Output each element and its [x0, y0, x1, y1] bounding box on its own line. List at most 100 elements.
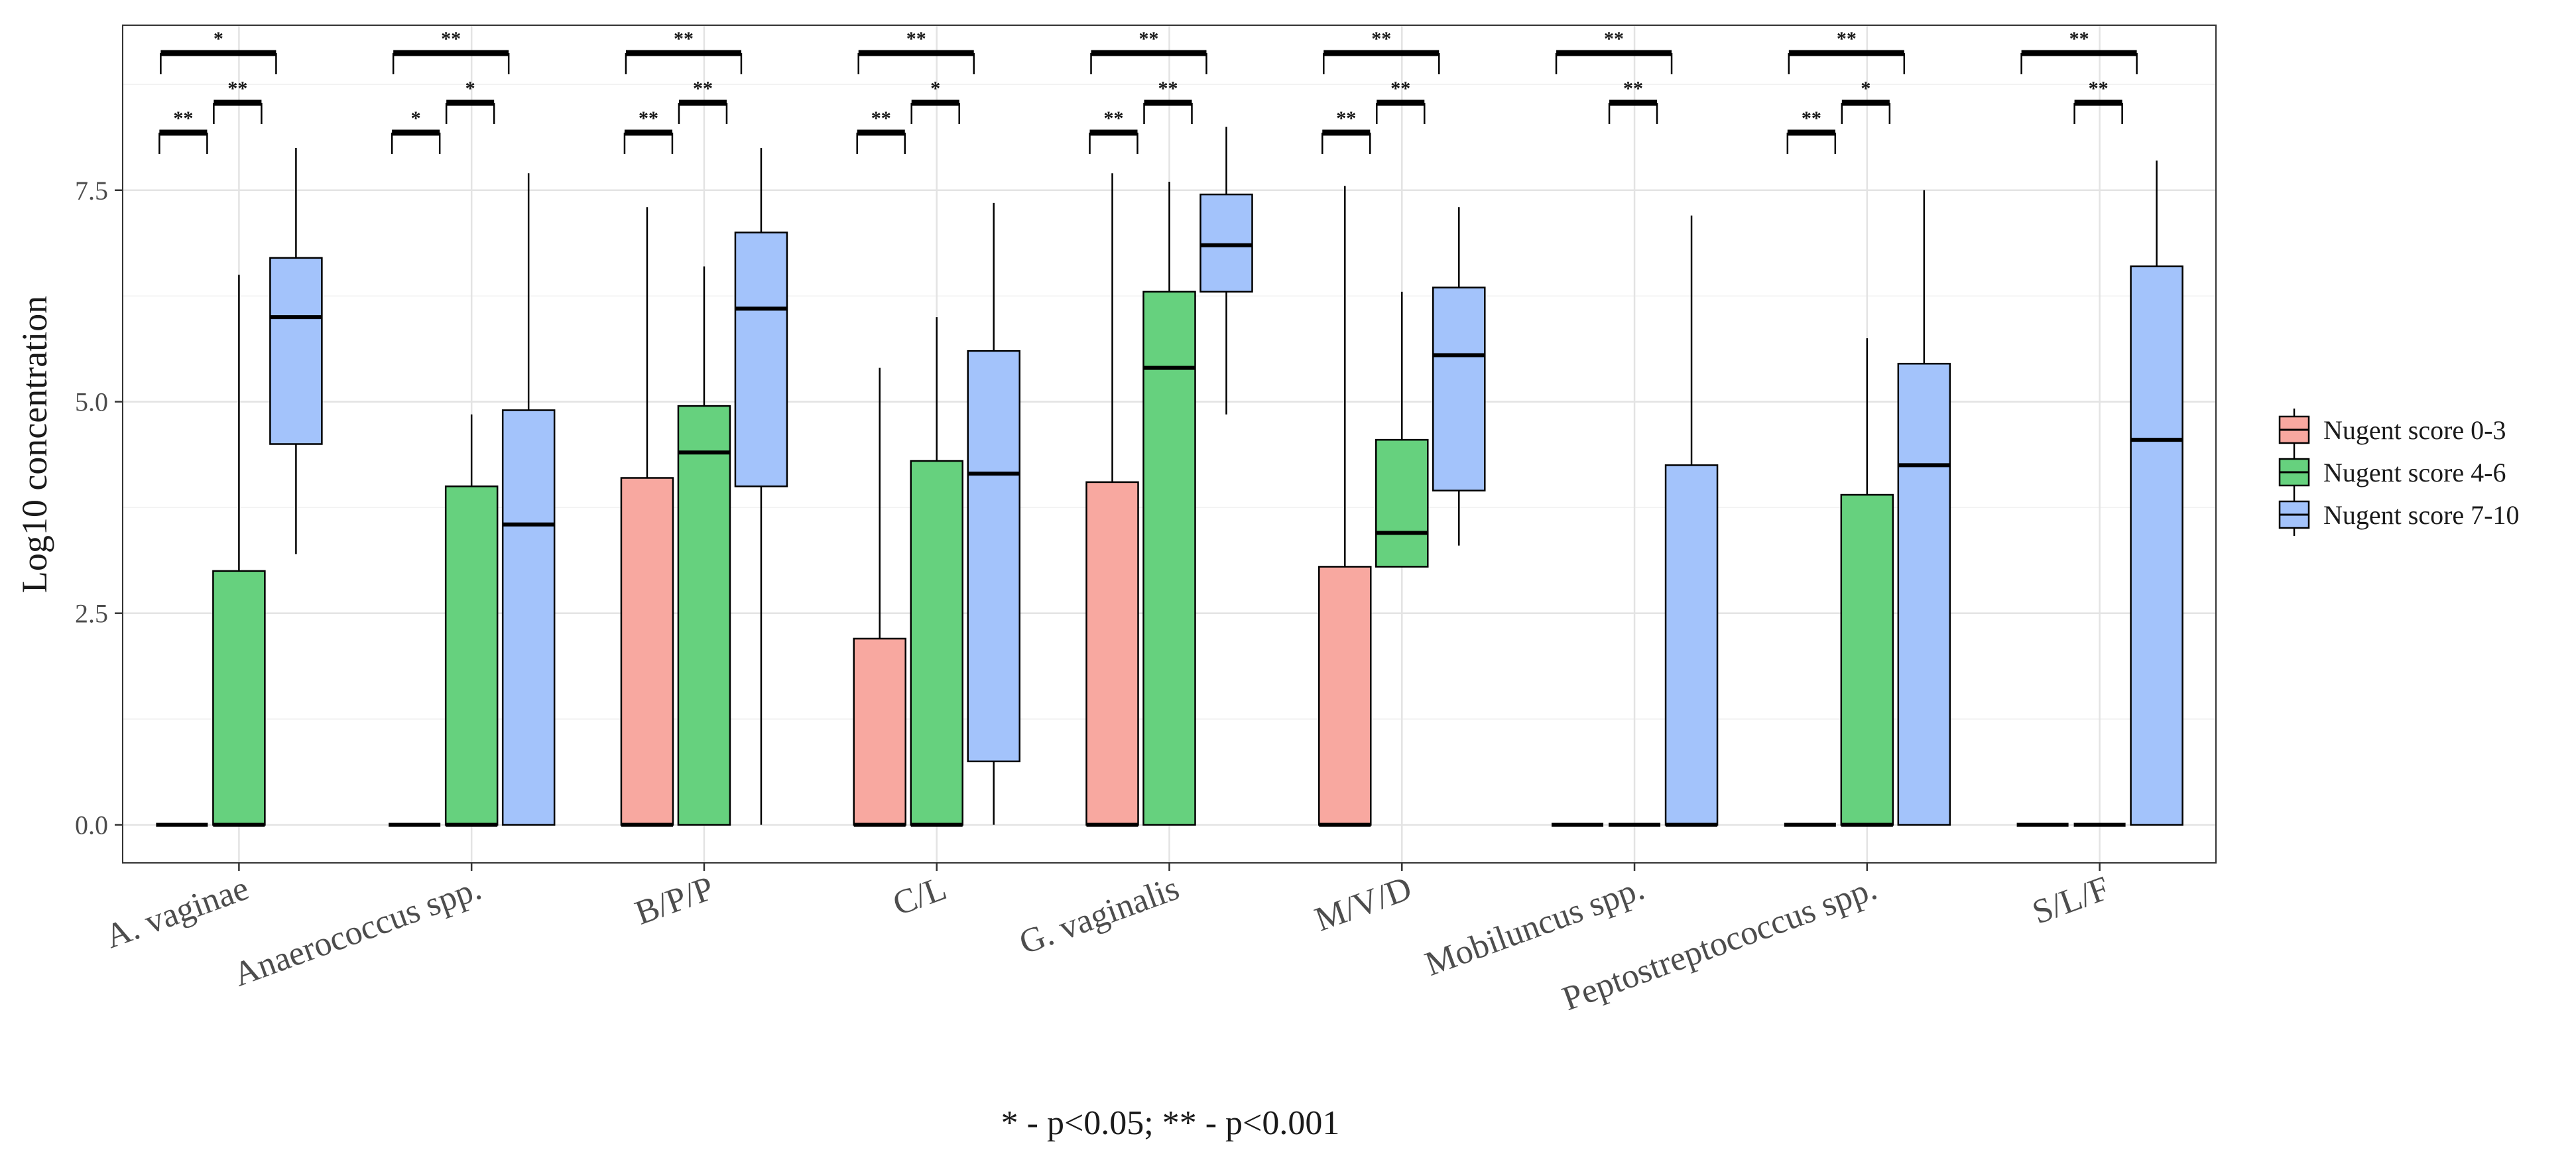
box-1-1 [444, 414, 499, 827]
sig-label: ** [2069, 28, 2089, 50]
sig-bracket-13: ** [625, 28, 743, 74]
sig-label: ** [2089, 78, 2109, 99]
boxes-layer [156, 127, 2183, 827]
box-5-2 [1432, 207, 1486, 546]
sig-bracket-13: ** [392, 28, 510, 74]
box-iqr [967, 350, 1020, 763]
box-1-2 [501, 173, 556, 826]
sig-bracket-13: ** [1090, 28, 1207, 74]
sig-label: ** [1139, 28, 1159, 50]
sig-bracket-12: ** [623, 107, 674, 154]
legend: Nugent score 0-3 Nugent score 4-6 Nugent s… [2278, 409, 2519, 536]
box-iqr [1664, 464, 1719, 826]
box-2-2 [734, 147, 788, 825]
sig-bracket-12: ** [856, 107, 906, 154]
box-3-1 [910, 317, 963, 827]
box-iqr [1840, 493, 1894, 826]
sig-label: ** [1158, 78, 1178, 99]
y-tick-label: 7.5 [75, 176, 108, 206]
sig-label: ** [1802, 107, 1821, 129]
sig-label: ** [1336, 107, 1356, 129]
y-tick-label: 5.0 [75, 387, 108, 417]
x-tick-label: S/L/F [2028, 870, 2115, 932]
x-tick-label: B/P/P [630, 870, 719, 933]
x-tick-label: M/V/D [1310, 870, 1417, 939]
box-7-2 [1897, 190, 1951, 826]
sig-bracket-12: * [391, 107, 441, 154]
box-iqr [677, 405, 731, 826]
sig-label: * [465, 78, 475, 99]
sig-bracket-12: ** [1786, 107, 1837, 154]
box-7-1 [1840, 338, 1894, 827]
box-4-2 [1199, 127, 1253, 415]
x-tick-label: A. vaginae [100, 870, 253, 956]
legend-item-2: Nugent score 7-10 [2278, 493, 2519, 536]
box-iqr [1432, 287, 1486, 491]
x-tick-label: Anaerococcus spp. [229, 870, 487, 994]
legend-label: Nugent score 7-10 [2323, 500, 2519, 530]
legend-item-1: Nugent score 4-6 [2278, 451, 2506, 493]
sig-label: ** [173, 107, 193, 129]
y-axis: 0.0 2.5 5.0 7.5 [75, 176, 123, 840]
sig-bracket-13: ** [2020, 28, 2138, 74]
sig-label: ** [871, 107, 891, 129]
sig-bracket-12: ** [1089, 107, 1138, 154]
sig-bracket-13: ** [857, 28, 975, 74]
box-5-0 [1318, 186, 1372, 827]
box-0-2 [269, 147, 323, 554]
sig-label: ** [1371, 28, 1391, 50]
box-iqr [269, 257, 323, 445]
sig-bracket-13: ** [1788, 28, 1906, 74]
legend-label: Nugent score 4-6 [2323, 458, 2506, 487]
sig-label: * [411, 107, 421, 129]
y-tick-label: 0.0 [75, 810, 108, 840]
box-iqr [2130, 265, 2183, 826]
sig-bracket-23: * [445, 78, 495, 124]
box-iqr [1085, 481, 1139, 826]
box-iqr [501, 409, 556, 826]
sig-label: ** [906, 28, 926, 50]
sig-label: ** [1604, 28, 1624, 50]
box-3-0 [853, 367, 906, 827]
box-2-1 [677, 266, 731, 826]
box-iqr [1142, 290, 1196, 826]
sig-bracket-23: ** [1608, 78, 1658, 124]
sig-label: * [214, 28, 223, 50]
sig-bracket-23: ** [1143, 78, 1193, 124]
box-iqr [212, 570, 266, 826]
sig-label: ** [693, 78, 713, 99]
sig-bracket-13: ** [1323, 28, 1440, 74]
sig-label: ** [441, 28, 461, 50]
box-iqr [1199, 193, 1253, 293]
box-3-2 [967, 202, 1020, 825]
box-5-1 [1375, 291, 1429, 568]
box-iqr [1375, 438, 1429, 568]
sig-label: ** [1623, 78, 1643, 99]
sig-label: ** [1104, 107, 1124, 129]
sig-label: ** [227, 78, 247, 99]
sig-label: ** [639, 107, 658, 129]
box-iqr [734, 231, 788, 487]
sig-bracket-23: ** [213, 78, 263, 124]
sig-bracket-23: * [1841, 78, 1891, 124]
sig-label: ** [1390, 78, 1410, 99]
sig-bracket-23: ** [2073, 78, 2123, 124]
sig-bracket-23: * [910, 78, 960, 124]
sig-label: ** [674, 28, 694, 50]
sig-bracket-23: ** [678, 78, 728, 124]
box-8-2 [2130, 161, 2183, 826]
box-iqr [1318, 566, 1372, 826]
sig-label: * [930, 78, 940, 99]
x-tick-label: C/L [888, 870, 951, 923]
sig-bracket-12: ** [158, 107, 208, 154]
box-iqr [620, 477, 674, 826]
y-axis-label: Log10 concentration [15, 296, 54, 593]
box-2-0 [620, 207, 674, 827]
significance-footnote: * - p<0.05; ** - p<0.001 [1001, 1104, 1340, 1142]
box-4-1 [1142, 182, 1196, 826]
box-iqr [1897, 363, 1951, 826]
box-4-0 [1085, 173, 1139, 827]
sig-bracket-13: * [160, 28, 277, 74]
box-0-1 [212, 275, 266, 827]
box-6-2 [1664, 216, 1719, 827]
